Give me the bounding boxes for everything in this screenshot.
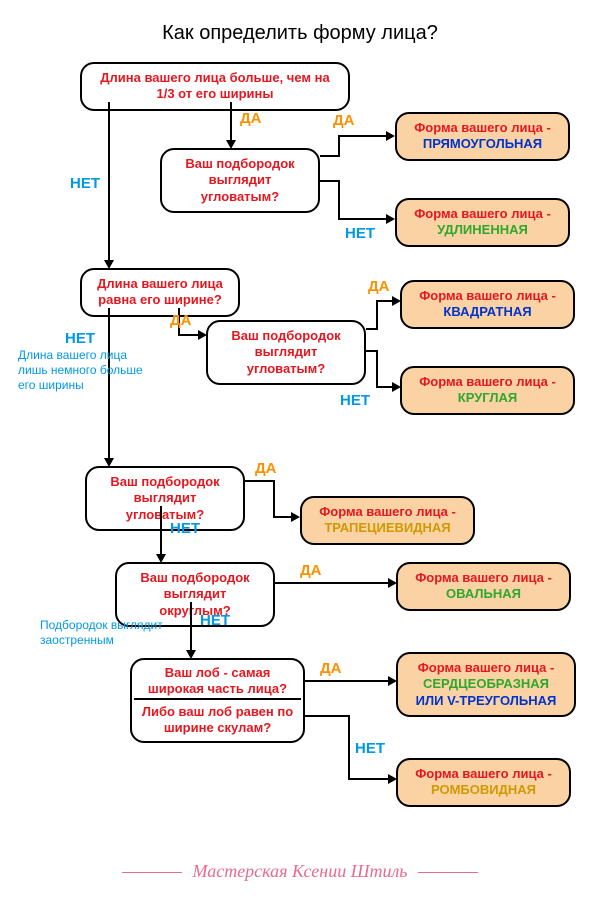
- label-no: НЕТ: [355, 740, 385, 757]
- result-lead: Форма вашего лица -: [312, 504, 463, 520]
- arrow: [291, 512, 300, 522]
- edge: [348, 715, 350, 780]
- result-lead: Форма вашего лица -: [412, 288, 563, 304]
- edge: [338, 180, 340, 220]
- edge: [305, 715, 350, 717]
- edge: [190, 602, 192, 652]
- result-lead: Форма вашего лица -: [408, 660, 564, 676]
- result-shape: ИЛИ V-ТРЕУГОЛЬНАЯ: [416, 693, 557, 708]
- result-shape: ТРАПЕЦИЕВИДНАЯ: [324, 520, 450, 535]
- result-diamond: Форма вашего лица - РОМБОВИДНАЯ: [396, 758, 571, 807]
- question-q1: Длина вашего лица больше, чем на 1/3 от …: [80, 62, 350, 111]
- edge: [245, 480, 275, 482]
- question-q7: Ваш лоб - самая широкая часть лица? Либо…: [130, 658, 305, 743]
- label-yes: ДА: [300, 562, 322, 579]
- result-shape: ПРЯМОУГОЛЬНАЯ: [423, 136, 542, 151]
- edge: [108, 102, 110, 262]
- label-no: НЕТ: [65, 330, 95, 347]
- arrow: [386, 131, 395, 141]
- edge: [376, 300, 378, 330]
- edge: [338, 218, 388, 220]
- label-no: НЕТ: [170, 520, 200, 537]
- result-oval: Форма вашего лица - ОВАЛЬНАЯ: [396, 562, 571, 611]
- result-lead: Форма вашего лица -: [412, 374, 563, 390]
- label-no: НЕТ: [340, 392, 370, 409]
- edge: [178, 334, 200, 336]
- label-yes: ДА: [240, 110, 262, 127]
- label-no: НЕТ: [200, 612, 230, 629]
- result-shape: СЕРДЦЕОБРАЗНАЯ: [408, 676, 564, 692]
- question-q2: Ваш подбородок выглядит угловатым?: [160, 148, 320, 213]
- result-lead: Форма вашего лица -: [408, 766, 559, 782]
- result-shape: УДЛИНЕННАЯ: [437, 222, 528, 237]
- edge: [273, 480, 275, 518]
- question-q7a: Ваш лоб - самая широкая часть лица?: [140, 665, 295, 698]
- label-yes: ДА: [170, 312, 192, 329]
- question-q5: Ваш подбородок выглядит угловатым?: [85, 466, 245, 531]
- edge: [275, 582, 390, 584]
- result-shape: РОМБОВИДНАЯ: [431, 782, 536, 797]
- edge: [273, 516, 293, 518]
- aside-a1: Длина вашего лица лишь немного больше ег…: [18, 348, 153, 393]
- result-shape: КВАДРАТНАЯ: [443, 304, 531, 319]
- label-yes: ДА: [368, 278, 390, 295]
- label-no: НЕТ: [70, 175, 100, 192]
- result-lead: Форма вашего лица -: [407, 120, 558, 136]
- result-trapezoid: Форма вашего лица - ТРАПЕЦИЕВИДНАЯ: [300, 496, 475, 545]
- result-rectangular: Форма вашего лица - ПРЯМОУГОЛЬНАЯ: [395, 112, 570, 161]
- edge: [348, 680, 390, 682]
- label-yes: ДА: [320, 660, 342, 677]
- result-square: Форма вашего лица - КВАДРАТНАЯ: [400, 280, 575, 329]
- edge: [376, 350, 378, 388]
- flowchart-canvas: Длина вашего лица больше, чем на 1/3 от …: [0, 0, 600, 900]
- edge: [320, 155, 340, 157]
- label-yes: ДА: [333, 112, 355, 129]
- edge: [338, 135, 340, 157]
- result-shape: ОВАЛЬНАЯ: [446, 586, 521, 601]
- footer-credit: Мастерская Ксении Штиль: [0, 861, 600, 882]
- edge: [338, 135, 388, 137]
- result-lead: Форма вашего лица -: [407, 206, 558, 222]
- arrow: [386, 214, 395, 224]
- aside-a2: Подбородок выглядит заостренным: [40, 618, 180, 648]
- label-yes: ДА: [255, 460, 277, 477]
- edge: [320, 180, 340, 182]
- result-round: Форма вашего лица - КРУГЛАЯ: [400, 366, 575, 415]
- question-q4: Ваш подбородок выглядит угловатым?: [206, 320, 366, 385]
- edge: [348, 778, 390, 780]
- result-elongated: Форма вашего лица - УДЛИНЕННАЯ: [395, 198, 570, 247]
- label-no: НЕТ: [345, 225, 375, 242]
- result-lead: Форма вашего лица -: [408, 570, 559, 586]
- divider: [134, 698, 301, 700]
- edge: [160, 506, 162, 556]
- edge: [230, 102, 232, 142]
- question-q3: Длина вашего лица равна его ширине?: [80, 268, 240, 317]
- question-q7b: Либо ваш лоб равен по ширине скулам?: [140, 704, 295, 737]
- edge: [305, 680, 350, 682]
- result-shape: КРУГЛАЯ: [458, 390, 517, 405]
- result-heart: Форма вашего лица - СЕРДЦЕОБРАЗНАЯ ИЛИ V…: [396, 652, 576, 717]
